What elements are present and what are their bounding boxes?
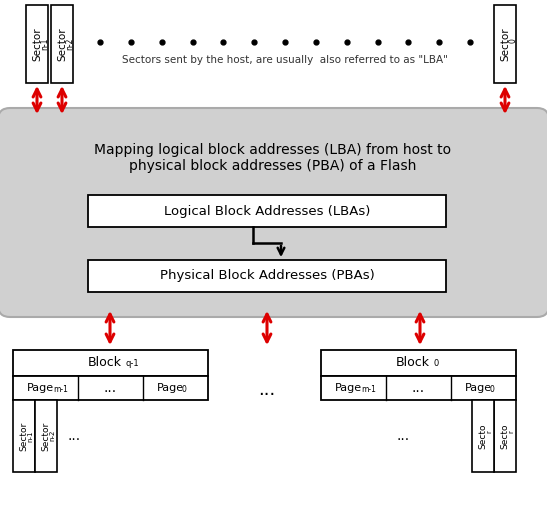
Text: ...: ... [411,381,424,395]
Text: Sectors sent by the host, are usually  also referred to as "LBA": Sectors sent by the host, are usually al… [122,55,448,65]
Text: 0: 0 [490,385,495,394]
Text: Mapping logical block addresses (LBA) from host to
physical block addresses (PBA: Mapping logical block addresses (LBA) fr… [95,143,452,173]
Bar [472,400,493,472]
Text: Block: Block [88,357,122,369]
Bar [321,350,515,376]
Text: n-1: n-1 [40,38,49,50]
Text: q-1: q-1 [125,359,138,368]
Bar [321,376,515,400]
Text: 0: 0 [433,359,438,368]
Text: r: r [486,430,492,433]
Bar [51,5,73,83]
Bar [493,400,515,472]
Text: ...: ... [68,429,81,443]
Bar [26,5,48,83]
Text: Sector: Sector [57,27,67,61]
FancyBboxPatch shape [0,108,547,317]
Bar [494,5,516,83]
Text: ...: ... [397,429,410,443]
Bar [13,400,34,472]
Text: Sector: Sector [500,27,510,61]
Text: Page: Page [156,383,184,393]
Text: Secto: Secto [500,423,509,449]
Bar [13,376,207,400]
Text: Sector: Sector [32,27,42,61]
Text: m-1: m-1 [53,385,68,394]
Text: Page: Page [26,383,54,393]
Text: 0: 0 [182,385,187,394]
Text: ...: ... [258,381,276,399]
Text: Page: Page [464,383,492,393]
Text: ...: ... [103,381,117,395]
Bar [13,350,207,376]
Bar [88,195,446,227]
Text: n-1: n-1 [27,430,33,441]
Text: Logical Block Addresses (LBAs): Logical Block Addresses (LBAs) [164,205,370,217]
Text: Secto: Secto [478,423,487,449]
Text: Page: Page [334,383,362,393]
Bar [88,260,446,292]
Text: Block: Block [396,357,430,369]
Text: Physical Block Addresses (PBAs): Physical Block Addresses (PBAs) [160,269,374,282]
Text: m-1: m-1 [361,385,376,394]
Text: Sector: Sector [19,421,28,450]
Text: r: r [508,430,514,433]
Text: n-2: n-2 [49,430,55,441]
Text: Sector: Sector [41,421,50,450]
Text: 0: 0 [509,38,517,43]
Bar [34,400,56,472]
Text: n-2: n-2 [66,38,74,50]
